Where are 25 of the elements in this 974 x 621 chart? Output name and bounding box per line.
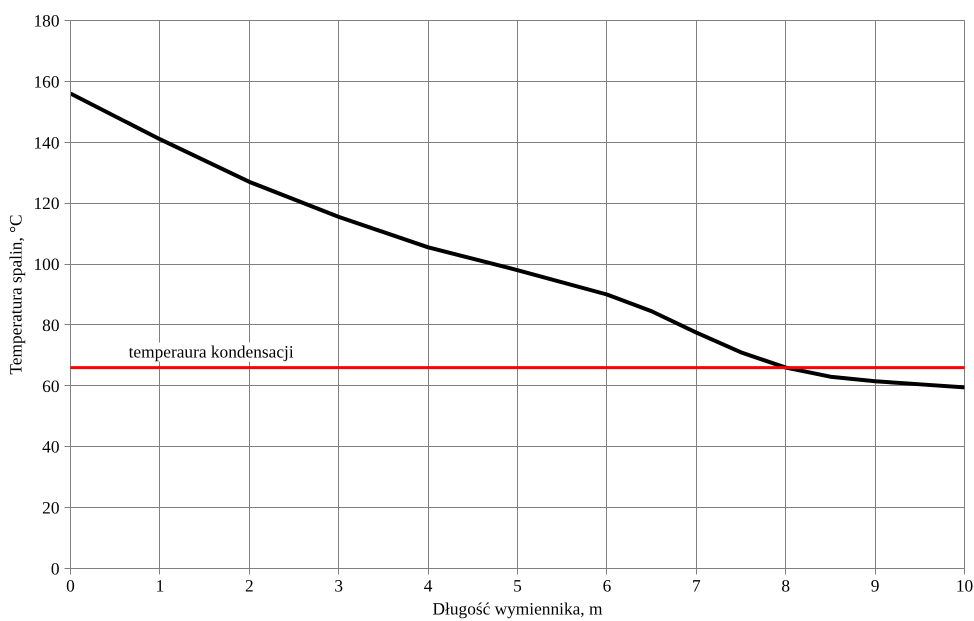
y-tick-label: 0 [50,560,60,578]
x-tick-label: 9 [870,576,880,596]
x-tick-label: 5 [513,576,522,596]
y-tick-label: 40 [42,438,60,457]
y-tick-label: 120 [34,194,60,214]
y-tick-label: 140 [34,133,60,152]
x-tick-label: 3 [334,576,344,596]
x-tick-label: 2 [244,576,254,596]
y-axis-title: Temperatura spalin, °C [6,214,26,375]
y-tick-label: 100 [34,255,60,274]
x-tick-label: 1 [156,576,164,596]
line-series [70,92,964,390]
x-tick-label: 7 [692,576,701,596]
x-tick-label: 10 [956,576,974,596]
y-tick-label: 20 [42,498,60,518]
ref-line-label: temperaura kondensacji [128,342,294,362]
x-tick-label: 8 [781,576,790,596]
x-tick-label: 4 [424,576,433,596]
y-tick-label: 180 [34,12,60,30]
y-tick-label: 60 [42,376,60,396]
y-tick-label: 80 [42,316,60,335]
x-tick-label: 0 [66,576,75,596]
y-tick-label: 160 [34,72,60,92]
x-tick-label: 6 [602,576,612,596]
x-axis-title: Długość wymiennika, m [432,600,603,618]
